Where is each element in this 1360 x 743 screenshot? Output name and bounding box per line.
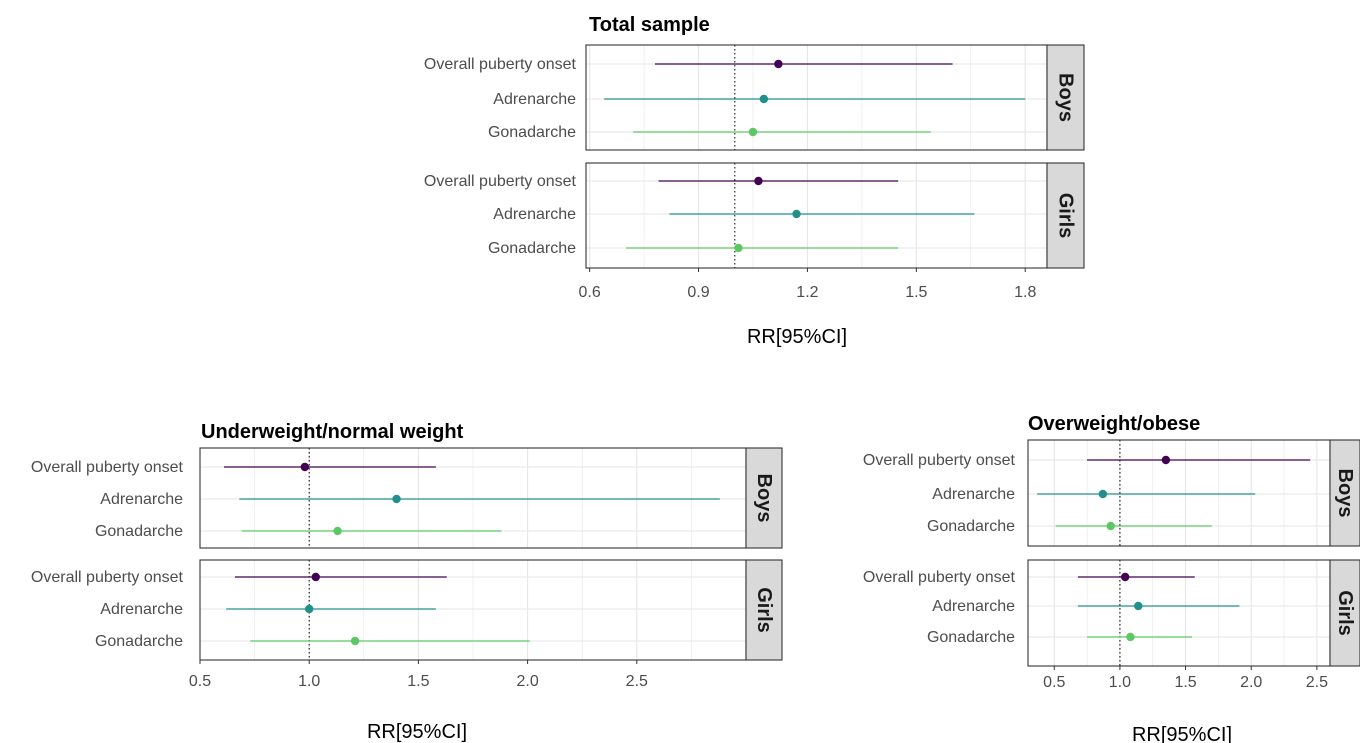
facet-strip xyxy=(1046,162,1085,269)
x-tick-label: 2.0 xyxy=(516,673,538,690)
x-tick-label: 1.5 xyxy=(905,284,927,301)
facet-strip xyxy=(1046,44,1085,151)
category-label: Overall puberty onset xyxy=(863,452,1016,469)
plot-title: Overweight/obese xyxy=(1028,413,1200,435)
point-estimate-adrenarche xyxy=(1098,489,1108,499)
category-label: Adrenarche xyxy=(932,486,1015,503)
point-estimate-gonadarche xyxy=(333,526,342,536)
category-label: Gonadarche xyxy=(488,240,576,257)
facet-strip xyxy=(745,447,783,549)
facet-panel-girls: Overall puberty onset Adrenarche Gonadarch… xyxy=(424,162,1085,269)
x-tick-label: 1.5 xyxy=(1174,674,1196,691)
category-label: Overall puberty onset xyxy=(424,56,577,73)
facet-strip-label: Boys xyxy=(753,474,775,523)
x-tick-label: 2.5 xyxy=(1306,674,1328,691)
category-label: Overall puberty onset xyxy=(31,569,184,586)
x-tick-label: 2.0 xyxy=(1240,674,1262,691)
point-estimate-adrenarche xyxy=(759,94,769,104)
facet-panel-girls: Overall puberty onset Adrenarche Gonadarch… xyxy=(863,559,1360,667)
panel-background xyxy=(586,45,1047,150)
category-label: Adrenarche xyxy=(493,91,576,108)
facet-strip-label: Boys xyxy=(1055,73,1077,122)
facet-strip-label: Girls xyxy=(1055,193,1077,239)
x-tick-label: 0.5 xyxy=(1043,674,1065,691)
facet-strip xyxy=(1329,559,1360,667)
point-estimate-gonadarche xyxy=(350,636,360,646)
facet-panel-boys: Overall puberty onset Adrenarche Gonadarch… xyxy=(424,44,1085,151)
point-estimate-gonadarche xyxy=(748,127,758,137)
x-tick-label: 1.5 xyxy=(407,673,429,690)
forest-plot-2: Underweight/normal weight Overall puberty… xyxy=(31,421,783,743)
category-label: Overall puberty onset xyxy=(31,459,184,476)
x-tick-label: 1.0 xyxy=(1109,674,1131,691)
x-tick-label: 1.2 xyxy=(796,284,818,301)
x-tick-label: 2.5 xyxy=(626,673,648,690)
point-estimate-overall-puberty-onset xyxy=(1161,455,1171,465)
category-label: Gonadarche xyxy=(927,518,1015,535)
category-label: Gonadarche xyxy=(95,633,183,650)
category-label: Gonadarche xyxy=(927,629,1015,646)
facet-strip-label: Girls xyxy=(1334,590,1356,636)
point-estimate-gonadarche xyxy=(1106,521,1115,531)
x-axis-title: RR[95%CI] xyxy=(747,326,847,348)
category-label: Adrenarche xyxy=(932,598,1015,615)
plot-title: Underweight/normal weight xyxy=(201,421,464,443)
facet-strip-label: Girls xyxy=(753,587,775,633)
point-estimate-overall-puberty-onset xyxy=(1120,572,1130,582)
panel-background xyxy=(586,163,1047,268)
plot-title: Total sample xyxy=(589,14,710,36)
forest-plot-3: Overweight/obese Overall puberty onset Adr… xyxy=(863,413,1360,743)
forest-plot-1: Total sample Overall puberty onset Adrenar… xyxy=(424,14,1085,348)
point-estimate-overall-puberty-onset xyxy=(300,462,310,472)
x-tick-label: 1.8 xyxy=(1014,284,1036,301)
category-label: Adrenarche xyxy=(100,491,183,508)
x-axis-title: RR[95%CI] xyxy=(367,721,467,743)
point-estimate-adrenarche xyxy=(392,494,401,504)
category-label: Overall puberty onset xyxy=(863,569,1016,586)
x-tick-label: 0.5 xyxy=(189,673,211,690)
point-estimate-gonadarche xyxy=(1126,632,1135,642)
x-tick-label: 0.9 xyxy=(687,284,709,301)
category-label: Adrenarche xyxy=(100,601,183,618)
point-estimate-gonadarche xyxy=(734,243,743,253)
point-estimate-adrenarche xyxy=(1134,601,1143,611)
x-tick-label: 1.0 xyxy=(298,673,320,690)
category-label: Gonadarche xyxy=(488,124,576,141)
facet-panel-boys: Overall puberty onset Adrenarche Gonadarch… xyxy=(863,439,1360,547)
category-label: Adrenarche xyxy=(493,206,576,223)
facet-strip xyxy=(1329,439,1360,547)
point-estimate-overall-puberty-onset xyxy=(311,572,320,582)
x-axis-title: RR[95%CI] xyxy=(1132,724,1232,743)
point-estimate-adrenarche xyxy=(792,209,801,219)
category-label: Overall puberty onset xyxy=(424,173,577,190)
category-label: Gonadarche xyxy=(95,523,183,540)
point-estimate-overall-puberty-onset xyxy=(754,176,763,186)
panel-background xyxy=(1028,440,1330,546)
point-estimate-overall-puberty-onset xyxy=(774,59,783,69)
facet-panel-girls: Overall puberty onset Adrenarche Gonadarch… xyxy=(31,559,783,661)
point-estimate-adrenarche xyxy=(305,604,314,614)
facet-panel-boys: Overall puberty onset Adrenarche Gonadarch… xyxy=(31,447,783,549)
panel-background xyxy=(1028,560,1330,666)
x-tick-label: 0.6 xyxy=(579,284,601,301)
facet-strip xyxy=(745,559,783,661)
facet-strip-label: Boys xyxy=(1334,469,1356,518)
